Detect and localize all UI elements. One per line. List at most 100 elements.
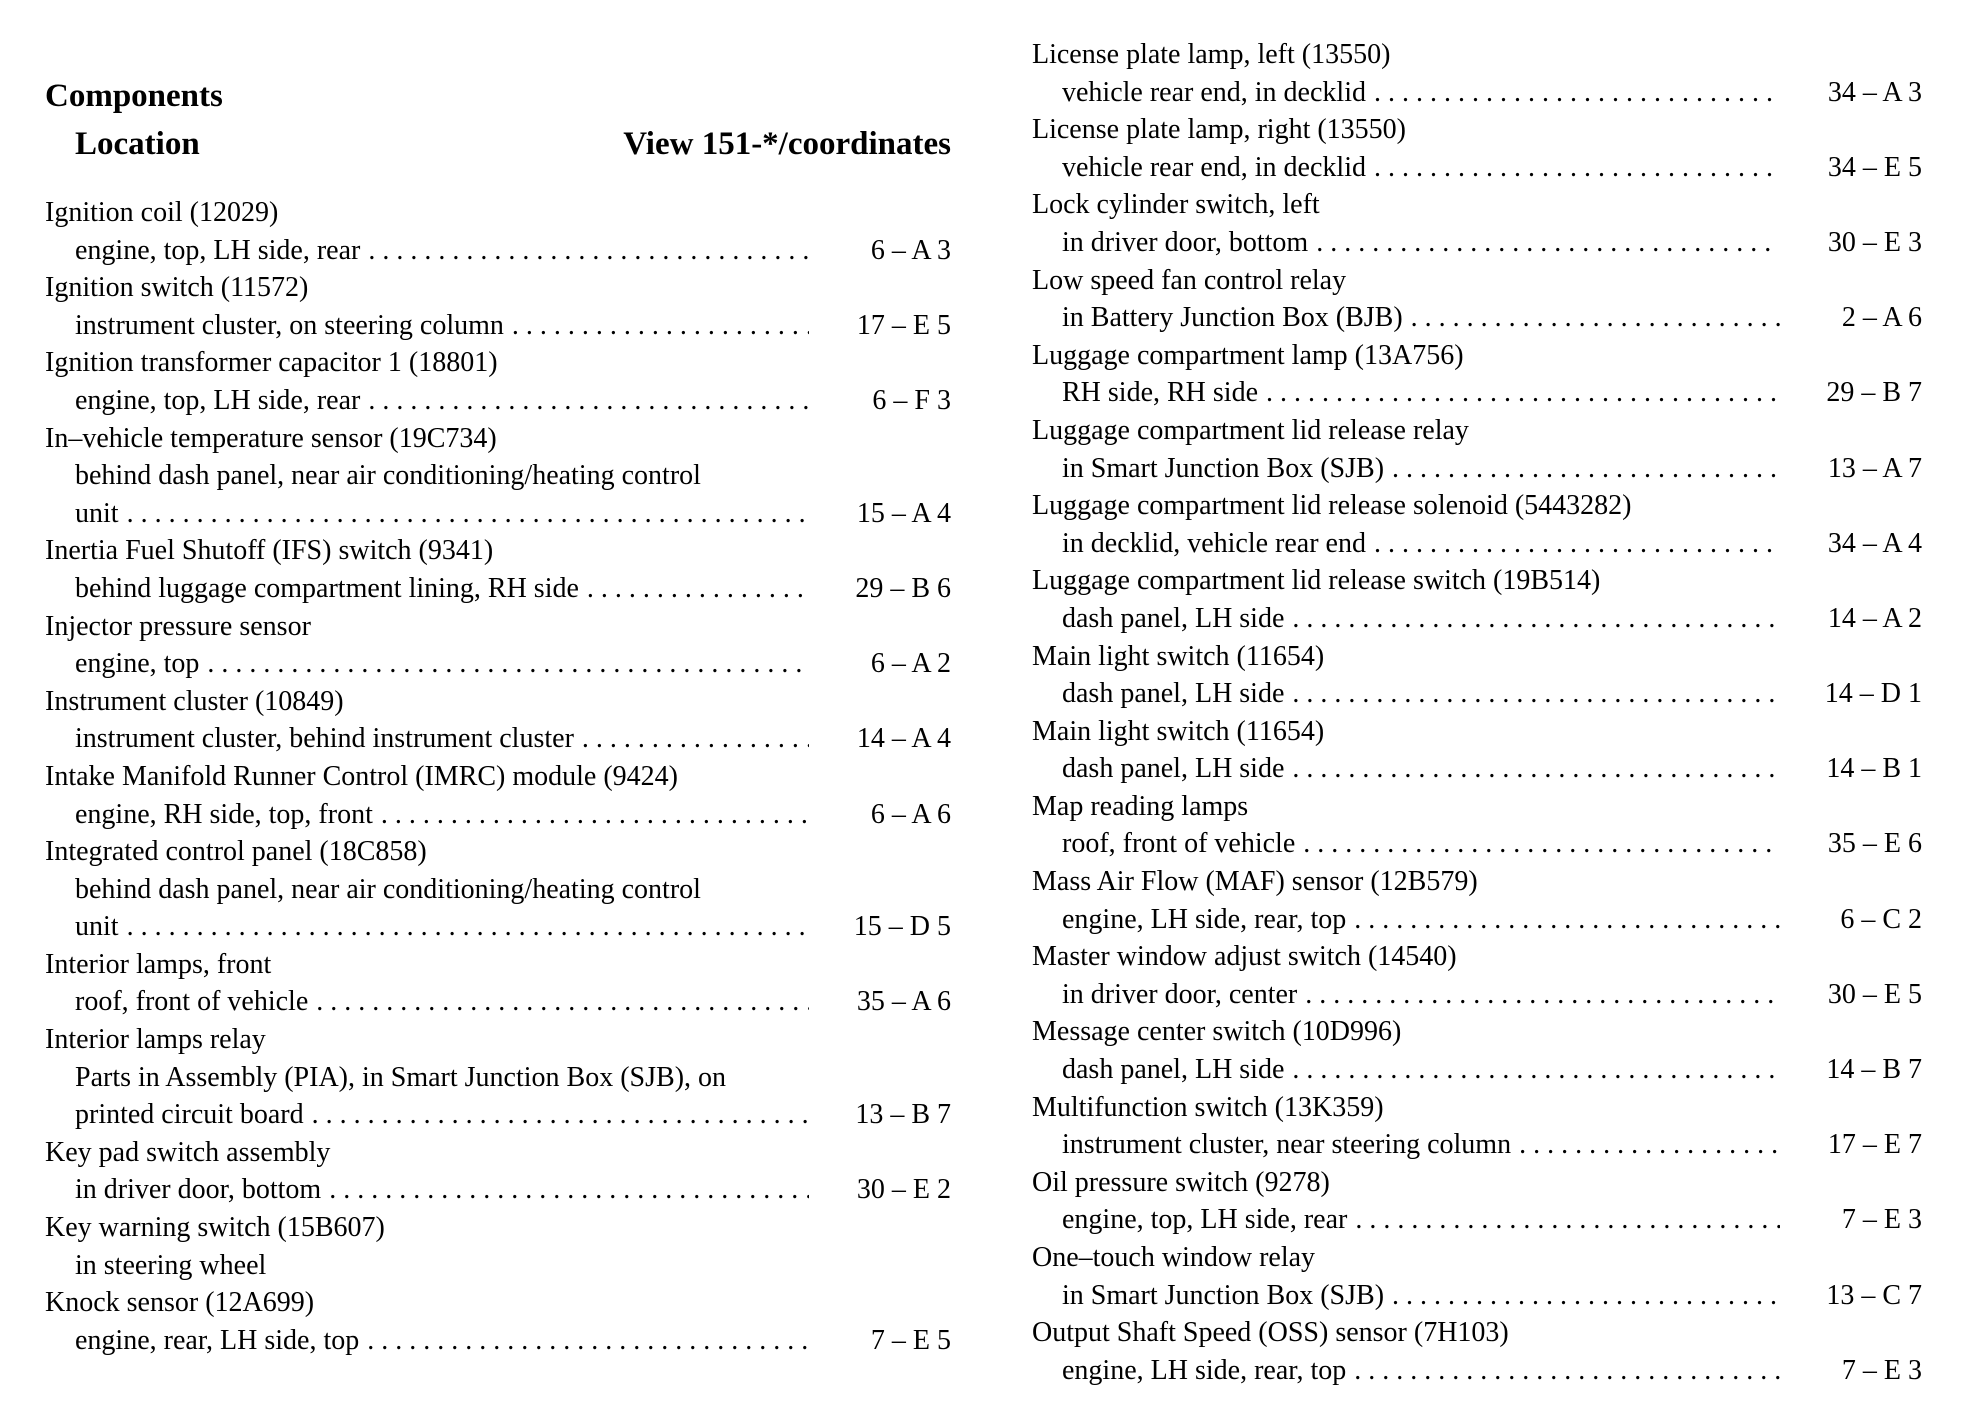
location-text: printed circuit board <box>75 1099 304 1131</box>
component-location: engine, LH side, rear, top 6 – C 2 <box>1032 901 1922 939</box>
location-text: engine, top <box>75 648 200 680</box>
location-text: in driver door, bottom <box>75 1174 322 1206</box>
dot-leader <box>1392 1277 1780 1315</box>
column-headers: Location View 151-*/coordinates <box>75 126 951 162</box>
dot-leader <box>1316 224 1780 262</box>
component-name: Message center switch (10D996) <box>1032 1016 1402 1048</box>
location-text: engine, rear, LH side, top <box>75 1324 360 1356</box>
component-name: Ignition coil (12029) <box>45 197 279 228</box>
coordinate-value: 14 – D 1 <box>1824 678 1922 710</box>
component-location: in Battery Junction Box (BJB) 2 – A 6 <box>1032 299 1922 337</box>
component-name: License plate lamp, left (13550) <box>1032 39 1391 70</box>
dot-leader <box>1266 374 1780 412</box>
location-text: dash panel, LH side <box>1062 678 1285 710</box>
component-name: In–vehicle temperature sensor (19C734) <box>45 422 497 454</box>
component-location: instrument cluster, behind instrument cl… <box>45 720 951 758</box>
component-entry: Master window adjust switch (14540) in dr… <box>1032 938 1922 1013</box>
component-location: in driver door, center 30 – E 5 <box>1032 976 1922 1014</box>
coordinate-value: 29 – B 6 <box>855 572 951 604</box>
dot-leader <box>1292 600 1780 638</box>
coordinate-value: 13 – C 7 <box>1826 1279 1922 1311</box>
component-location: dash panel, LH side 14 – B 7 <box>1032 1051 1922 1089</box>
component-entry: Inertia Fuel Shutoff (IFS) switch (9341)… <box>45 532 951 607</box>
location-text: engine, top, LH side, rear <box>1062 1204 1348 1236</box>
dot-leader <box>207 645 809 683</box>
component-entry: Injector pressure sensor engine, top 6 – A… <box>45 608 951 683</box>
component-name: Injector pressure sensor <box>45 610 311 642</box>
dot-leader <box>1411 299 1780 337</box>
coordinate-value: 15 – A 4 <box>856 497 951 529</box>
component-name: Map reading lamps <box>1032 790 1249 822</box>
component-location: unit 15 – D 5 <box>45 908 951 946</box>
coordinate-value: 6 – A 3 <box>870 234 951 266</box>
component-name: One–touch window relay <box>1032 1242 1316 1273</box>
component-location: behind dash panel, near air conditioning… <box>45 871 951 909</box>
component-entry: In–vehicle temperature sensor (19C734) be… <box>45 420 951 533</box>
dot-leader <box>1374 149 1780 187</box>
location-text: unit <box>75 911 119 943</box>
component-location: in driver door, bottom 30 – E 2 <box>45 1171 951 1209</box>
component-entry: Knock sensor (12A699) engine, rear, LH si… <box>45 1284 951 1359</box>
dot-leader <box>381 796 809 834</box>
component-entry: Output Shaft Speed (OSS) sensor (7H103) e… <box>1032 1314 1922 1389</box>
location-header: Location <box>75 126 200 162</box>
component-location: in Smart Junction Box (SJB) 13 – C 7 <box>1032 1277 1922 1315</box>
component-entry: Multifunction switch (13K359) instrument … <box>1032 1089 1922 1164</box>
component-entry: Luggage compartment lamp (13A756) RH side… <box>1032 337 1922 412</box>
dot-leader <box>316 983 809 1021</box>
component-entry: License plate lamp, right (13550) vehicle… <box>1032 111 1922 186</box>
component-entry: Instrument cluster (10849) instrument clu… <box>45 683 951 758</box>
component-entry: Integrated control panel (18C858) behind … <box>45 833 951 946</box>
location-text: dash panel, LH side <box>1062 753 1285 785</box>
component-name: Output Shaft Speed (OSS) sensor (7H103) <box>1032 1317 1509 1349</box>
component-location: dash panel, LH side 14 – D 1 <box>1032 675 1922 713</box>
component-location: instrument cluster, on steering column 17… <box>45 307 951 345</box>
component-location: behind luggage compartment lining, RH si… <box>45 570 951 608</box>
coordinate-value: 6 – A 6 <box>870 798 951 830</box>
component-location: engine, top, LH side, rear 7 – E 3 <box>1032 1201 1922 1239</box>
component-entry: Ignition switch (11572) instrument cluste… <box>45 269 951 344</box>
location-text: engine, RH side, top, front <box>75 798 373 830</box>
dot-leader <box>1292 675 1780 713</box>
coordinate-value: 14 – B 7 <box>1826 1054 1922 1086</box>
location-text: engine, LH side, rear, top <box>1062 903 1347 935</box>
component-name: Ignition transformer capacitor 1 (18801) <box>45 347 498 379</box>
component-name: Luggage compartment lid release solenoid… <box>1032 490 1632 522</box>
dot-leader <box>368 232 809 270</box>
dot-leader <box>587 570 809 608</box>
dot-leader <box>127 495 809 533</box>
location-text: engine, LH side, rear, top <box>1062 1354 1347 1386</box>
location-text: dash panel, LH side <box>1062 1054 1285 1086</box>
coordinate-value: 29 – B 7 <box>1826 377 1922 409</box>
dot-leader <box>127 908 809 946</box>
component-location: engine, LH side, rear, top 7 – E 3 <box>1032 1352 1922 1390</box>
component-entry: Ignition coil (12029) engine, top, LH sid… <box>45 194 951 269</box>
location-text: RH side, RH side <box>1062 377 1258 409</box>
dot-leader <box>1292 1051 1780 1089</box>
dot-leader <box>512 307 809 345</box>
component-list-right: License plate lamp, left (13550) vehicle … <box>1032 36 1922 1389</box>
location-text: behind luggage compartment lining, RH si… <box>75 572 579 604</box>
component-entry: Luggage compartment lid release relay in … <box>1032 412 1922 487</box>
location-text: instrument cluster, behind instrument cl… <box>75 723 574 755</box>
location-text: Parts in Assembly (PIA), in Smart Juncti… <box>75 1061 727 1093</box>
coordinate-value: 6 – F 3 <box>872 384 951 416</box>
component-location: vehicle rear end, in decklid 34 – E 5 <box>1032 149 1922 187</box>
component-entry: Key pad switch assembly in driver door, b… <box>45 1134 951 1209</box>
component-name: Luggage compartment lid release relay <box>1032 414 1469 446</box>
dot-leader <box>1303 825 1780 863</box>
component-location: Parts in Assembly (PIA), in Smart Juncti… <box>45 1059 951 1097</box>
component-name: Main light switch (11654) <box>1032 715 1325 747</box>
component-name: Mass Air Flow (MAF) sensor (12B579) <box>1032 866 1478 898</box>
dot-leader <box>367 1322 809 1360</box>
location-text: behind dash panel, near air conditioning… <box>75 873 701 905</box>
location-text: in Smart Junction Box (SJB) <box>1062 452 1385 484</box>
component-entry: Interior lamps, front roof, front of vehi… <box>45 946 951 1021</box>
component-entry: Ignition transformer capacitor 1 (18801)… <box>45 344 951 419</box>
right-column: License plate lamp, left (13550) vehicle … <box>1032 0 1922 1389</box>
coordinate-value: 13 – B 7 <box>855 1099 951 1131</box>
location-text: behind dash panel, near air conditioning… <box>75 460 701 492</box>
component-location: engine, top, LH side, rear 6 – F 3 <box>45 382 951 420</box>
dot-leader <box>312 1096 809 1134</box>
